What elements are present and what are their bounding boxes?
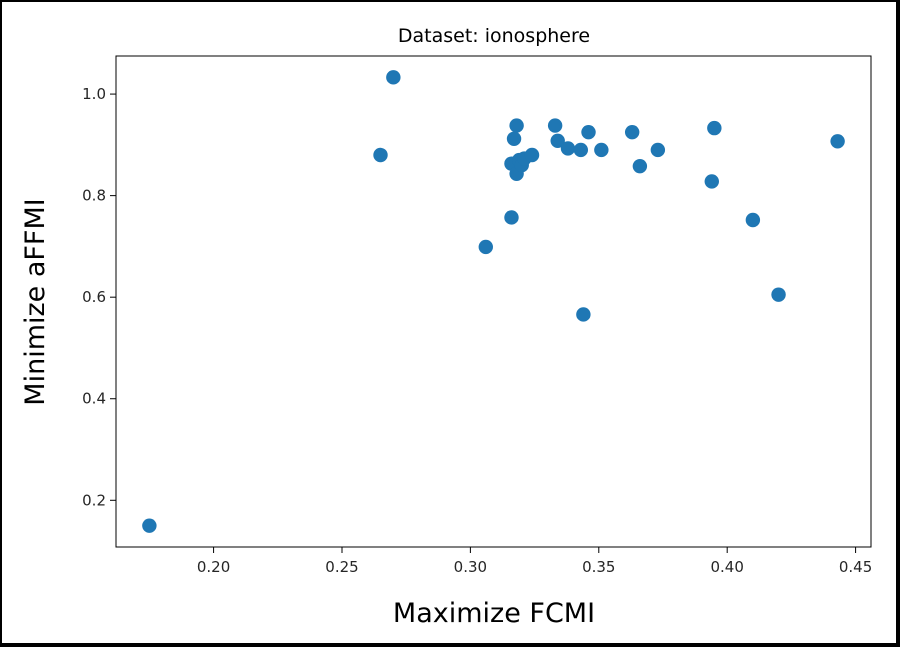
- data-point: [576, 307, 591, 322]
- data-point: [386, 70, 401, 85]
- x-tick-label: 0.25: [325, 558, 358, 576]
- data-point: [142, 518, 157, 533]
- data-point: [594, 142, 609, 158]
- data-point: [707, 120, 722, 136]
- data-point: [550, 133, 565, 148]
- x-tick-label: 0.40: [710, 558, 743, 576]
- data-point: [373, 147, 388, 163]
- data-point: [478, 239, 493, 255]
- plot-area: [115, 55, 872, 548]
- y-tick-label: 0.4: [82, 390, 106, 408]
- data-point: [632, 158, 648, 174]
- data-point: [504, 210, 519, 225]
- data-point: [573, 142, 589, 158]
- data-point: [509, 118, 524, 133]
- data-point: [745, 212, 761, 228]
- y-tick-label: 1.0: [82, 85, 106, 103]
- data-point: [704, 174, 719, 189]
- data-point: [560, 141, 576, 156]
- y-tick-label: 0.2: [82, 491, 106, 509]
- y-tick-label: 0.6: [82, 288, 106, 306]
- data-point: [506, 131, 522, 146]
- chart-title: Dataset: ionosphere: [398, 25, 590, 47]
- x-tick-label: 0.35: [582, 558, 615, 576]
- data-point: [581, 124, 596, 140]
- data-point: [524, 147, 540, 163]
- data-point: [830, 134, 845, 149]
- y-axis-ticks: 0.2 0.4 0.6 0.8 1.0: [82, 85, 116, 509]
- x-axis-ticks: 0.20 0.25 0.30 0.35 0.40 0.45: [197, 547, 872, 576]
- x-tick-label: 0.30: [454, 558, 487, 576]
- x-tick-label: 0.20: [197, 558, 230, 576]
- data-point: [650, 142, 666, 158]
- data-point: [547, 118, 563, 133]
- x-axis-label: Maximize FCMI: [393, 598, 595, 629]
- y-axis-label: Minimize aFFMI: [20, 198, 51, 405]
- data-points: [142, 70, 845, 533]
- y-tick-label: 0.8: [82, 187, 106, 205]
- x-tick-label: 0.45: [839, 558, 872, 576]
- data-point: [624, 124, 640, 140]
- data-point: [771, 287, 786, 302]
